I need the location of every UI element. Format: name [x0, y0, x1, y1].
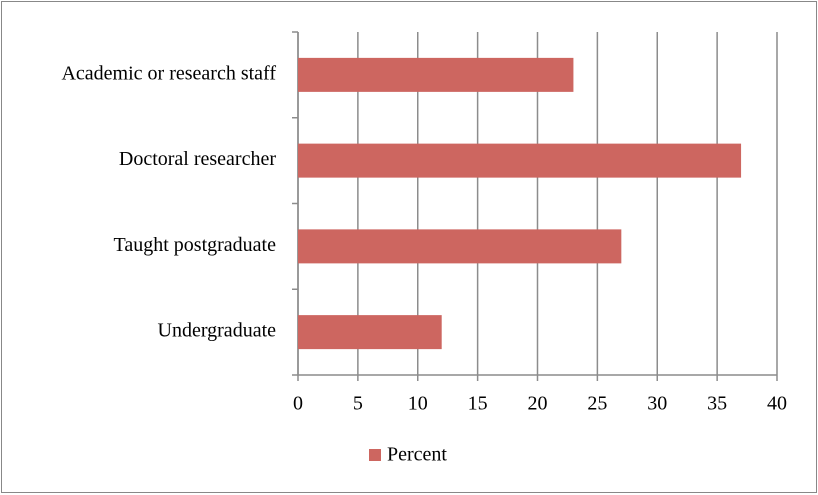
bar — [298, 143, 742, 178]
bar — [298, 315, 442, 350]
y-tick-label: Undergraduate — [158, 320, 277, 342]
x-tick-label: 0 — [293, 393, 303, 415]
x-tick-label: 30 — [647, 393, 667, 415]
bar — [298, 229, 622, 264]
legend-label: Percent — [387, 444, 447, 466]
x-tick-label: 15 — [468, 393, 488, 415]
legend-swatch — [369, 449, 381, 461]
x-tick-label: 20 — [528, 393, 548, 415]
x-tick-label: 35 — [707, 393, 727, 415]
x-tick-label: 40 — [767, 393, 787, 415]
y-tick-label: Doctoral researcher — [119, 148, 276, 170]
x-tick-label: 10 — [408, 393, 428, 415]
y-tick-label: Taught postgraduate — [114, 234, 277, 256]
y-tick-label: Academic or research staff — [61, 62, 276, 84]
bar — [298, 57, 574, 92]
x-tick-label: 5 — [353, 393, 363, 415]
x-tick-label: 25 — [587, 393, 607, 415]
